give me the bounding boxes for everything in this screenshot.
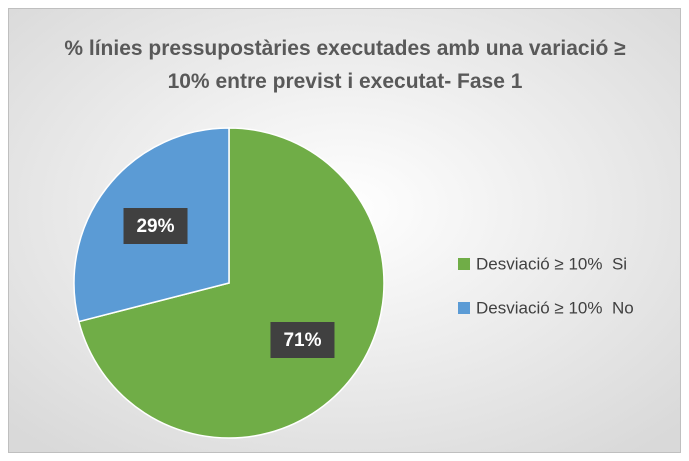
- chart-title: % línies pressupostàries executades amb …: [64, 37, 626, 93]
- legend-swatch: [458, 302, 470, 314]
- pie-slice: [77, 127, 385, 439]
- data-label: 71%: [283, 330, 321, 351]
- data-label-box: [123, 207, 188, 244]
- legend-label: Desviació ≥ 10% No: [476, 298, 634, 317]
- legend-swatch: [458, 258, 470, 270]
- data-label: 29%: [136, 216, 174, 237]
- legend-label: Desviació ≥ 10% Si: [476, 254, 627, 273]
- data-label-box: [270, 322, 335, 359]
